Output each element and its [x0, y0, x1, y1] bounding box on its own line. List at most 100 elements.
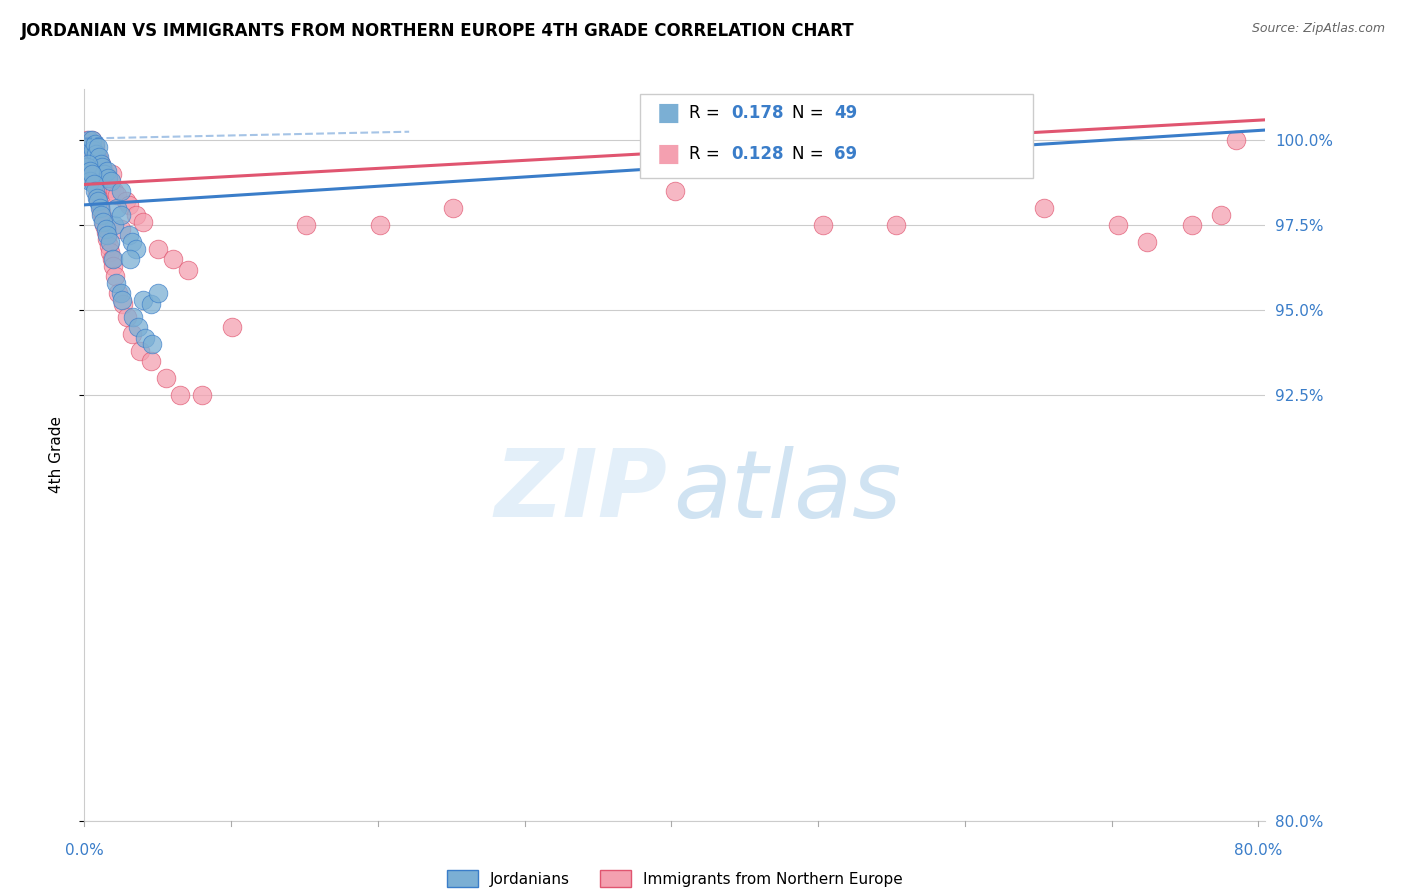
Point	[94, 225, 117, 239]
Point	[125, 208, 148, 222]
Text: atlas: atlas	[673, 446, 901, 537]
Point	[82, 144, 104, 158]
Point	[98, 178, 121, 192]
Point	[86, 150, 108, 164]
Point	[1209, 208, 1232, 222]
Point	[115, 310, 138, 325]
Point	[93, 164, 115, 178]
Point	[89, 198, 111, 212]
Point	[110, 184, 132, 198]
Point	[121, 327, 143, 342]
Text: ZIP: ZIP	[494, 445, 666, 538]
Point	[110, 286, 132, 301]
Point	[111, 296, 134, 310]
Text: JORDANIAN VS IMMIGRANTS FROM NORTHERN EUROPE 4TH GRADE CORRELATION CHART: JORDANIAN VS IMMIGRANTS FROM NORTHERN EU…	[21, 22, 855, 40]
Point	[94, 221, 117, 235]
Point	[84, 146, 107, 161]
Point	[77, 133, 100, 147]
Text: 0.0%: 0.0%	[65, 843, 104, 858]
Point	[80, 157, 103, 171]
Point	[93, 219, 115, 233]
Point	[83, 140, 105, 154]
Point	[76, 161, 98, 175]
Point	[221, 320, 243, 334]
Point	[83, 136, 105, 151]
Point	[77, 150, 100, 164]
Point	[79, 140, 101, 154]
Point	[80, 133, 103, 147]
Point	[89, 201, 111, 215]
Point	[105, 187, 128, 202]
Point	[96, 232, 118, 246]
Point	[91, 211, 114, 226]
Point	[148, 286, 170, 301]
Point	[82, 164, 104, 178]
Point	[101, 252, 124, 267]
Point	[110, 208, 132, 222]
Point	[76, 150, 98, 164]
Point	[121, 235, 143, 250]
Point	[886, 219, 908, 233]
Y-axis label: 4th Grade: 4th Grade	[49, 417, 63, 493]
Point	[90, 157, 112, 171]
Point	[105, 201, 128, 215]
Text: Source: ZipAtlas.com: Source: ZipAtlas.com	[1251, 22, 1385, 36]
Point	[77, 136, 100, 151]
Point	[90, 204, 112, 219]
Text: 49: 49	[834, 104, 858, 122]
Point	[125, 242, 148, 256]
Point	[127, 320, 149, 334]
Text: 69: 69	[834, 145, 856, 163]
Point	[191, 388, 214, 402]
Point	[1032, 201, 1054, 215]
Text: ■: ■	[657, 102, 681, 125]
Point	[87, 194, 110, 209]
Point	[97, 238, 120, 252]
Point	[84, 184, 107, 198]
Point	[89, 150, 111, 164]
Point	[122, 310, 145, 325]
Point	[76, 133, 98, 147]
Point	[120, 252, 142, 267]
Point	[132, 215, 155, 229]
Point	[103, 219, 125, 233]
Point	[86, 140, 108, 154]
Point	[83, 178, 105, 192]
Point	[118, 198, 141, 212]
Point	[129, 344, 152, 359]
Point	[77, 157, 100, 171]
Point	[97, 170, 120, 185]
Text: ■: ■	[657, 143, 681, 166]
Point	[97, 174, 120, 188]
Point	[101, 259, 124, 273]
Point	[1225, 133, 1247, 147]
Point	[84, 178, 107, 192]
Point	[139, 354, 162, 368]
Point	[89, 153, 111, 168]
Point	[91, 161, 114, 175]
Point	[1181, 219, 1204, 233]
Point	[87, 191, 110, 205]
Point	[103, 184, 125, 198]
Point	[100, 252, 122, 267]
Point	[86, 191, 108, 205]
Point	[104, 269, 127, 284]
Point	[90, 157, 112, 171]
Point	[114, 194, 136, 209]
Point	[295, 219, 318, 233]
Point	[96, 228, 118, 243]
Point	[79, 174, 101, 188]
Legend: Jordanians, Immigrants from Northern Europe: Jordanians, Immigrants from Northern Eur…	[441, 863, 908, 892]
Point	[811, 219, 834, 233]
Point	[98, 235, 121, 250]
Point	[100, 181, 122, 195]
Point	[93, 167, 115, 181]
Point	[132, 293, 155, 307]
Point	[86, 184, 108, 198]
Text: 80.0%: 80.0%	[1234, 843, 1282, 858]
Point	[155, 371, 177, 385]
Point	[110, 221, 132, 235]
Point	[96, 164, 118, 178]
Text: 0.178: 0.178	[731, 104, 783, 122]
Point	[91, 161, 114, 175]
